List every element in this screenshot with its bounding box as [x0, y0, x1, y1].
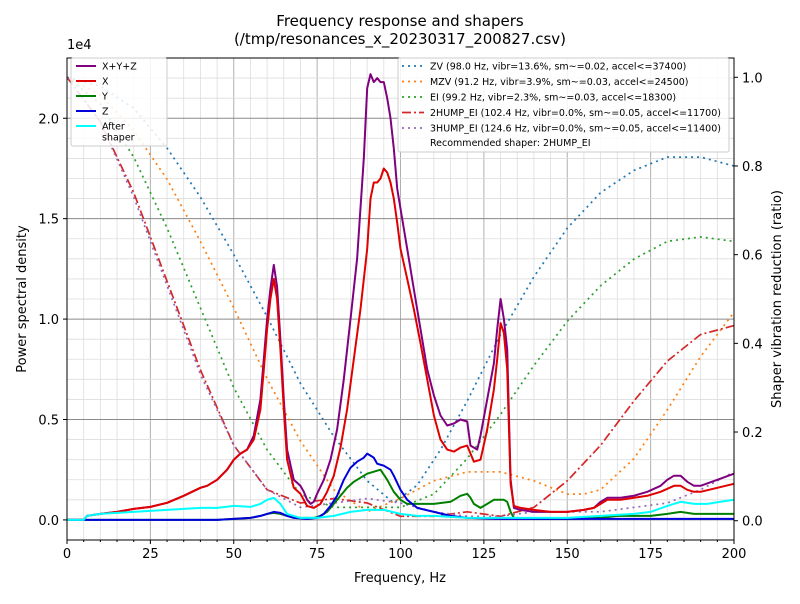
x-tick-label: 50: [225, 547, 242, 562]
shaper-curve-3: [66, 76, 735, 518]
chart-subtitle: (/tmp/resonances_x_20230317_200827.csv): [234, 30, 566, 49]
psd-curve-1: [67, 167, 735, 521]
x-tick-label: 0: [63, 547, 71, 562]
legend-psd-label: Z: [102, 107, 109, 118]
y2-axis-label: Shaper vibration reduction (ratio): [770, 190, 785, 408]
legend-psd-label: Y: [101, 92, 108, 103]
x-tick-label: 75: [309, 547, 326, 562]
x-tick-label: 175: [638, 547, 663, 562]
y2-tick-label: 0.6: [742, 249, 763, 264]
x-tick-label: 200: [722, 547, 747, 562]
legend-shaper-label: ZV (98.0 Hz, vibr=13.6%, sm~=0.02, accel…: [430, 62, 686, 73]
x-tick-label: 25: [142, 547, 159, 562]
shaper-series-layer: [66, 76, 735, 518]
chart-title: Frequency response and shapers: [276, 12, 524, 30]
legend-shaper-label: MZV (91.2 Hz, vibr=3.9%, sm~=0.03, accel…: [430, 77, 689, 88]
y2-tick-label: 1.0: [742, 71, 763, 86]
y-tick-label: 2.0: [38, 112, 59, 127]
ticks-layer: 0 25 50 75 100 125 150 175 200 0.0 0.5 1.0 1.5 2.0 0.0…: [38, 71, 762, 562]
legend-shaper-label: 3HUMP_EI (124.6 Hz, vibr=0.0%, sm~=0.05,…: [430, 124, 721, 135]
legend-psd-label: X: [102, 77, 109, 88]
y2-tick-label: 0.8: [742, 160, 763, 175]
psd-curve-3: [67, 452, 734, 521]
y-tick-label: 1.5: [38, 213, 59, 228]
y2-tick-label: 0.4: [742, 337, 763, 352]
y-tick-label: 0.0: [38, 514, 59, 529]
y-exponent-label: 1e4: [67, 38, 92, 53]
psd-curve-4: [67, 496, 735, 521]
shaper-curve-0: [66, 76, 735, 505]
legend-psd-label: X+Y+Z: [102, 62, 137, 73]
y-tick-label: 0.5: [38, 414, 59, 429]
y2-tick-label: 0.2: [742, 426, 763, 441]
shaper-curve-4: [66, 76, 735, 518]
shaper-curve-1: [66, 76, 735, 513]
legend-recommended-shaper: Recommended shaper: 2HUMP_EI: [430, 138, 591, 149]
y-tick-label: 1.0: [38, 313, 59, 328]
legend-shaper-label: 2HUMP_EI (102.4 Hz, vibr=0.0%, sm~=0.05,…: [430, 108, 721, 119]
legend-psd-label: After shaper: [102, 122, 135, 144]
legend-psd: X+Y+Z XYZ After shaper: [70, 57, 168, 147]
y2-tick-label: 0.0: [742, 515, 763, 530]
psd-series-layer: [67, 73, 735, 521]
x-tick-label: 150: [555, 547, 580, 562]
legend-shaper-label: EI (99.2 Hz, vibr=2.3%, sm~=0.03, accel<…: [430, 93, 676, 104]
legend-shapers-box: [397, 57, 730, 153]
x-tick-label: 100: [388, 547, 413, 562]
x-tick-label: 125: [471, 547, 496, 562]
y-axis-label: Power spectral density: [15, 225, 30, 373]
x-axis-label: Frequency, Hz: [354, 571, 446, 586]
legend-shapers: Recommended shaper: 2HUMP_EI ZV (98.0 Hz…: [397, 57, 730, 153]
